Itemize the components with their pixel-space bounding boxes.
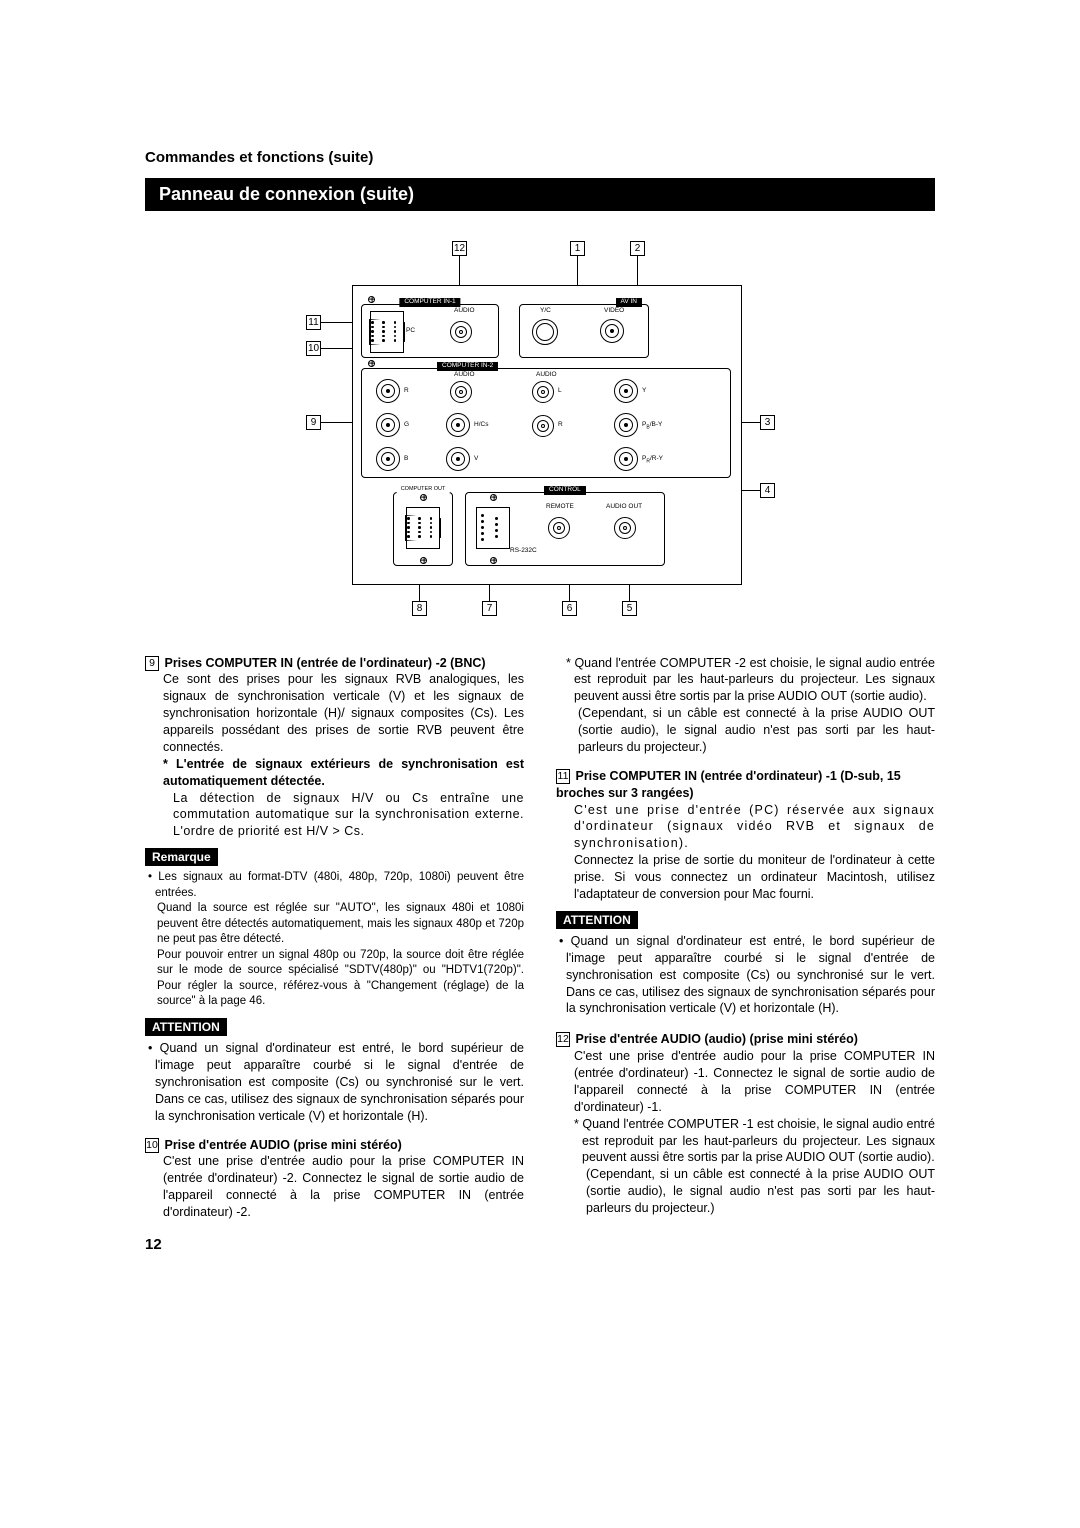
- item-12-title: Prise d'entrée AUDIO (audio) (prise mini…: [575, 1032, 857, 1046]
- attention-left-body: • Quand un signal d'ordinateur est entré…: [155, 1040, 524, 1124]
- item-10-title: Prise d'entrée AUDIO (prise mini stéréo): [164, 1138, 401, 1152]
- right-star2b: (Cependant, si un câble est connecté à l…: [586, 1166, 935, 1217]
- remarque-line1: • Les signaux au format-DTV (480i, 480p,…: [155, 870, 524, 901]
- item-9-note-bold: * L'entrée de signaux extérieurs de sync…: [163, 756, 524, 790]
- callout-3: 3: [760, 415, 775, 430]
- callout-4: 4: [760, 483, 775, 498]
- callout-7: 7: [482, 601, 497, 616]
- attention-right-body: • Quand un signal d'ordinateur est entré…: [566, 933, 935, 1017]
- item-9-body2: La détection de signaux H/V ou Cs entraî…: [173, 790, 524, 841]
- callout-11: 11: [306, 315, 321, 330]
- rear-panel: COMPUTER IN-1 PC AUDIO AV IN Y/C: [352, 285, 742, 585]
- item-12-body: C'est une prise d'entrée audio pour la p…: [574, 1048, 935, 1116]
- label-control: CONTROL: [544, 486, 586, 496]
- left-column: 9 Prises COMPUTER IN (entrée de l'ordina…: [145, 655, 524, 1256]
- item-11-body2: Connectez la prise de sortie du moniteur…: [574, 852, 935, 903]
- item-11-title: Prise COMPUTER IN (entrée d'ordinateur) …: [556, 769, 901, 800]
- page-number: 12: [145, 1235, 524, 1255]
- callout-6: 6: [562, 601, 577, 616]
- remarque-line3: Pour pouvoir entrer un signal 480p ou 72…: [157, 948, 524, 1010]
- remarque-line2: Quand la source est réglée sur "AUTO", l…: [157, 901, 524, 948]
- attention-tag-left: ATTENTION: [145, 1018, 227, 1036]
- right-star2: * Quand l'entrée COMPUTER -1 est choisie…: [582, 1116, 935, 1167]
- attention-tag-right: ATTENTION: [556, 911, 638, 929]
- callout-2: 2: [630, 241, 645, 256]
- diagram-container: 12 1 2 11 10 9 3 4 8 7 6 5 COMPUTER IN-1: [145, 241, 935, 631]
- callout-5: 5: [622, 601, 637, 616]
- callout-9: 9: [306, 415, 321, 430]
- callout-12: 12: [452, 241, 467, 256]
- connection-panel-diagram: 12 1 2 11 10 9 3 4 8 7 6 5 COMPUTER IN-1: [270, 241, 810, 631]
- label-computer-in1: COMPUTER IN-1: [399, 298, 460, 308]
- callout-8: 8: [412, 601, 427, 616]
- callout-10: 10: [306, 341, 321, 356]
- item-10-body: C'est une prise d'entrée audio pour la p…: [163, 1153, 524, 1221]
- panel-banner: Panneau de connexion (suite): [145, 178, 935, 210]
- section-subtitle: Commandes et fonctions (suite): [145, 148, 935, 168]
- remarque-tag: Remarque: [145, 848, 218, 866]
- right-column: * Quand l'entrée COMPUTER -2 est choisie…: [556, 655, 935, 1256]
- label-computer-out: COMPUTER OUT: [397, 486, 450, 493]
- item-9-title: Prises COMPUTER IN (entrée de l'ordinate…: [164, 656, 485, 670]
- text-columns: 9 Prises COMPUTER IN (entrée de l'ordina…: [145, 655, 935, 1256]
- item-11-body1: C'est une prise d'entrée (PC) réservée a…: [574, 802, 935, 853]
- item-9-body: Ce sont des prises pour les signaux RVB …: [163, 671, 524, 755]
- right-star1: * Quand l'entrée COMPUTER -2 est choisie…: [574, 655, 935, 706]
- right-star1b: (Cependant, si un câble est connecté à l…: [578, 705, 935, 756]
- callout-1: 1: [570, 241, 585, 256]
